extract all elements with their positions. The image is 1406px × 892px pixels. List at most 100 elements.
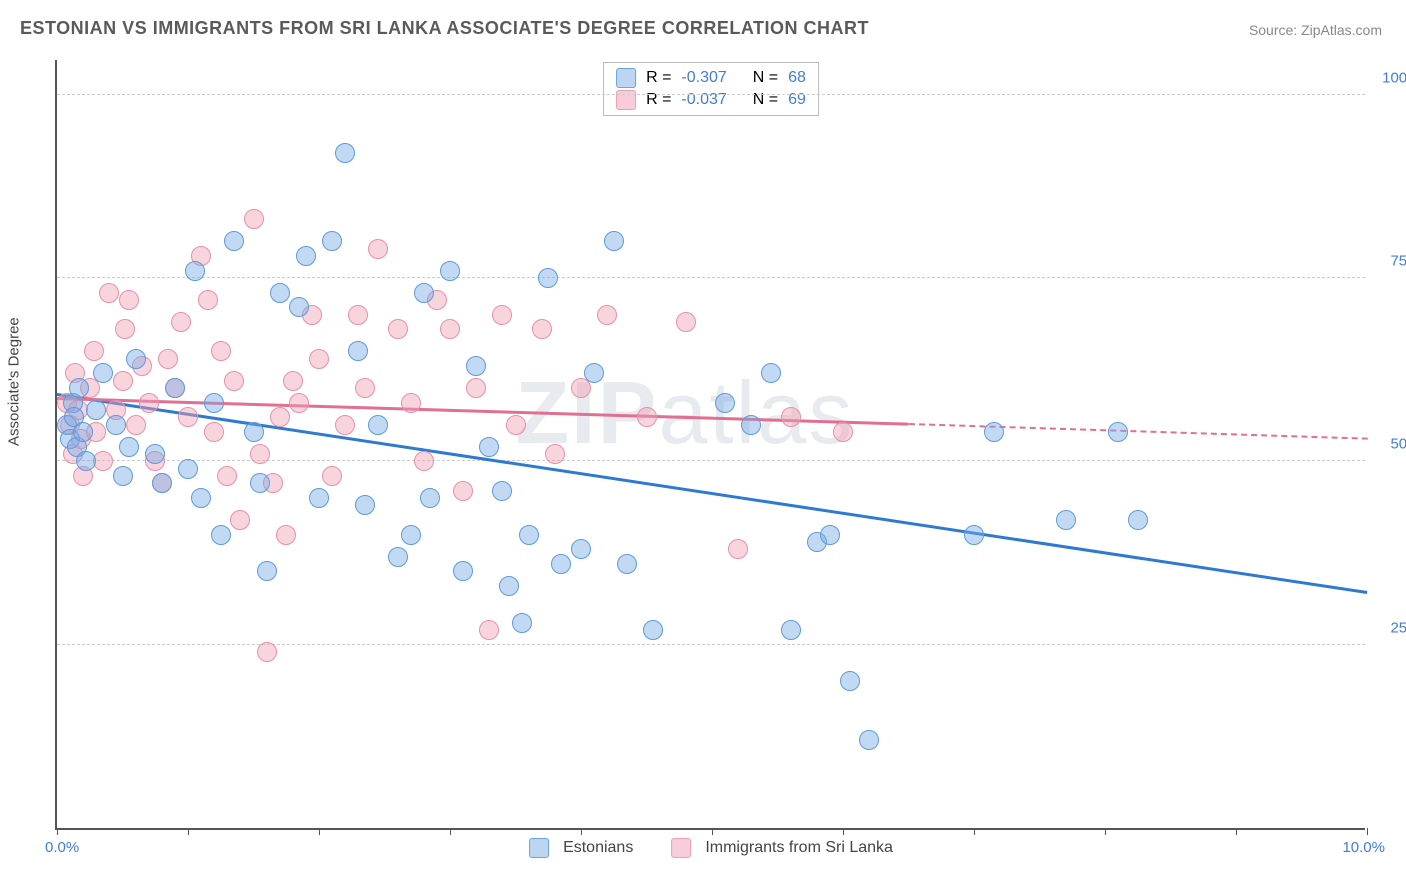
- data-point: [1128, 510, 1148, 530]
- x-tick: [1236, 828, 1237, 835]
- data-point: [270, 283, 290, 303]
- data-point: [440, 319, 460, 339]
- watermark-rest: atlas: [658, 363, 854, 462]
- data-point: [571, 539, 591, 559]
- data-point: [250, 444, 270, 464]
- data-point: [741, 415, 761, 435]
- data-point: [820, 525, 840, 545]
- gridline-h: [57, 644, 1365, 645]
- y-axis-label: Associate's Degree: [6, 317, 23, 446]
- data-point: [715, 393, 735, 413]
- data-point: [198, 290, 218, 310]
- data-point: [388, 319, 408, 339]
- data-point: [781, 620, 801, 640]
- x-tick: [319, 828, 320, 835]
- data-point: [728, 539, 748, 559]
- data-point: [211, 525, 231, 545]
- data-point: [499, 576, 519, 596]
- data-point: [115, 319, 135, 339]
- data-point: [643, 620, 663, 640]
- data-point: [840, 671, 860, 691]
- gridline-h: [57, 94, 1365, 95]
- x-tick: [1367, 828, 1368, 835]
- data-point: [414, 451, 434, 471]
- data-point: [984, 422, 1004, 442]
- data-point: [519, 525, 539, 545]
- data-point: [171, 312, 191, 332]
- data-point: [165, 378, 185, 398]
- chart-title: ESTONIAN VS IMMIGRANTS FROM SRI LANKA AS…: [20, 18, 869, 39]
- data-point: [335, 415, 355, 435]
- data-point: [224, 231, 244, 251]
- stats-row-srilanka: R = -0.037 N = 69: [616, 89, 806, 111]
- data-point: [538, 268, 558, 288]
- data-point: [119, 437, 139, 457]
- data-point: [401, 525, 421, 545]
- data-point: [178, 407, 198, 427]
- gridline-h: [57, 277, 1365, 278]
- data-point: [1108, 422, 1128, 442]
- data-point: [355, 378, 375, 398]
- source-credit: Source: ZipAtlas.com: [1249, 22, 1382, 38]
- data-point: [309, 488, 329, 508]
- data-point: [604, 231, 624, 251]
- data-point: [204, 393, 224, 413]
- source-name: ZipAtlas.com: [1301, 22, 1382, 38]
- y-tick-label: 50.0%: [1390, 436, 1406, 453]
- data-point: [492, 305, 512, 325]
- x-tick: [712, 828, 713, 835]
- source-prefix: Source:: [1249, 22, 1301, 38]
- data-point: [191, 488, 211, 508]
- data-point: [355, 495, 375, 515]
- data-point: [466, 356, 486, 376]
- data-point: [126, 415, 146, 435]
- bottom-legend: Estonians Immigrants from Sri Lanka: [529, 838, 893, 858]
- data-point: [479, 620, 499, 640]
- data-point: [113, 466, 133, 486]
- data-point: [257, 642, 277, 662]
- chart-container: ESTONIAN VS IMMIGRANTS FROM SRI LANKA AS…: [0, 0, 1406, 892]
- stats-row-estonians: R = -0.307 N = 68: [616, 67, 806, 89]
- data-point: [211, 341, 231, 361]
- stats-legend-box: R = -0.307 N = 68 R = -0.037 N = 69: [603, 62, 819, 116]
- legend-swatch-estonians-icon: [529, 838, 549, 858]
- y-tick-label: 75.0%: [1390, 253, 1406, 270]
- data-point: [859, 730, 879, 750]
- data-point: [368, 415, 388, 435]
- r-value-estonians: -0.307: [681, 69, 726, 87]
- x-tick-label-end: 10.0%: [1342, 839, 1385, 856]
- data-point: [506, 415, 526, 435]
- data-point: [276, 525, 296, 545]
- data-point: [1056, 510, 1076, 530]
- data-point: [964, 525, 984, 545]
- swatch-estonians-icon: [616, 68, 636, 88]
- y-tick-label: 100.0%: [1382, 69, 1406, 86]
- data-point: [348, 341, 368, 361]
- data-point: [250, 473, 270, 493]
- data-point: [545, 444, 565, 464]
- data-point: [348, 305, 368, 325]
- data-point: [637, 407, 657, 427]
- data-point: [479, 437, 499, 457]
- data-point: [532, 319, 552, 339]
- n-value-estonians: 68: [788, 69, 806, 87]
- x-tick: [450, 828, 451, 835]
- y-tick-label: 25.0%: [1390, 619, 1406, 636]
- data-point: [145, 444, 165, 464]
- legend-label-estonians: Estonians: [563, 839, 633, 857]
- data-point: [224, 371, 244, 391]
- data-point: [76, 451, 96, 471]
- data-point: [597, 305, 617, 325]
- data-point: [414, 283, 434, 303]
- data-point: [309, 349, 329, 369]
- data-point: [244, 422, 264, 442]
- data-point: [289, 297, 309, 317]
- data-point: [466, 378, 486, 398]
- x-tick: [581, 828, 582, 835]
- x-tick: [974, 828, 975, 835]
- data-point: [69, 378, 89, 398]
- data-point: [178, 459, 198, 479]
- data-point: [388, 547, 408, 567]
- trendline-extrapolated: [908, 423, 1367, 440]
- legend-swatch-srilanka-icon: [671, 838, 691, 858]
